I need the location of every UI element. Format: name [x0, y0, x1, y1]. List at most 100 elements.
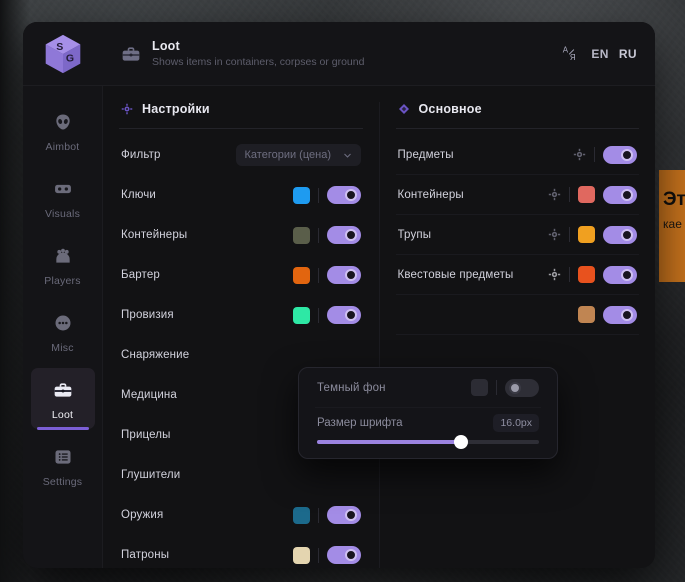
page-title: Loot — [152, 39, 180, 53]
separator — [317, 227, 319, 243]
color-swatch[interactable] — [292, 226, 310, 244]
page-identity: Loot Shows items in containers, corpses … — [121, 39, 562, 68]
slider-fill — [317, 440, 462, 444]
option-toggle[interactable] — [603, 225, 637, 244]
right-panel-header: Основное — [396, 102, 640, 128]
svg-text:Я: Я — [570, 53, 576, 62]
list-item: Бартер — [119, 255, 363, 295]
lang-option-ru[interactable]: RU — [618, 46, 637, 61]
category-toggle[interactable] — [326, 266, 361, 284]
dark-background-toggle[interactable] — [505, 378, 539, 397]
separator — [317, 307, 319, 323]
color-swatch[interactable] — [292, 306, 310, 324]
separator — [569, 187, 570, 202]
category-toggle[interactable] — [326, 306, 361, 324]
gear-icon[interactable] — [548, 268, 561, 281]
gear-icon[interactable] — [548, 228, 561, 241]
briefcase-icon — [54, 383, 71, 397]
app-logo: S G — [23, 31, 103, 77]
category-label: Медицина — [121, 389, 177, 401]
sidebar-item-label: Settings — [42, 476, 83, 488]
language-switcher: A Я EN RU — [562, 44, 637, 63]
option-toggle[interactable] — [603, 185, 637, 204]
slider-track[interactable] — [317, 435, 539, 449]
color-swatch[interactable] — [578, 226, 595, 243]
sidebar-item-visuals[interactable]: Visuals — [31, 167, 95, 228]
option-toggle[interactable] — [603, 145, 637, 164]
category-toggle[interactable] — [326, 506, 361, 524]
list-item: Трупы — [395, 215, 639, 255]
gear-icon[interactable] — [573, 148, 586, 161]
right-panel-divider — [395, 128, 639, 129]
filter-label: Фильтр — [121, 149, 161, 161]
font-size-row: Размер шрифта 16.0px — [315, 408, 541, 432]
sidebar-item-label: Visuals — [44, 208, 81, 220]
list-item — [395, 295, 639, 335]
category-label: Провизия — [121, 309, 174, 321]
sidebar-nav: Aimbot Visuals Players — [23, 86, 103, 568]
cube-logo-sg-icon: S G — [45, 34, 81, 73]
right-panel-title: Основное — [418, 102, 482, 116]
option-toggle[interactable] — [603, 305, 637, 324]
category-label: Бартер — [121, 269, 160, 281]
svg-text:A: A — [563, 46, 569, 55]
category-toggle[interactable] — [326, 546, 361, 564]
color-swatch[interactable] — [578, 186, 595, 203]
color-swatch[interactable] — [292, 506, 310, 524]
sidebar-item-aimbot[interactable]: Aimbot — [31, 100, 95, 161]
option-label: Трупы — [397, 228, 432, 241]
font-size-value[interactable]: 16.0px — [493, 414, 539, 432]
color-swatch[interactable] — [578, 266, 595, 283]
color-swatch[interactable] — [578, 306, 595, 323]
font-size-slider[interactable] — [315, 432, 541, 458]
sidebar-item-misc[interactable]: Misc — [31, 301, 95, 362]
separator — [496, 380, 497, 395]
left-panel-title: Настройки — [142, 102, 210, 116]
slider-thumb[interactable] — [454, 435, 469, 449]
category-toggle[interactable] — [326, 226, 361, 244]
window-header: S G Loot Shows items in containers, corp… — [23, 22, 655, 86]
filter-select[interactable]: Категории (цена) — [235, 144, 361, 166]
dark-background-label: Темный фон — [317, 381, 386, 394]
sidebar-item-label: Aimbot — [45, 141, 80, 153]
separator — [317, 547, 319, 563]
sidebar-item-label: Misc — [51, 342, 74, 354]
gear-icon[interactable] — [548, 188, 561, 201]
list-item: Контейнеры — [119, 215, 363, 255]
list-item: Оружия — [119, 495, 363, 535]
sidebar-item-label: Players — [44, 275, 81, 287]
category-label: Прицелы — [121, 429, 171, 441]
color-swatch[interactable] — [292, 266, 310, 284]
cheat-menu-window: S G Loot Shows items in containers, corp… — [23, 22, 655, 568]
sidebar-item-settings[interactable]: Settings — [31, 435, 95, 496]
separator — [569, 227, 570, 242]
dark-background-row: Темный фон — [315, 368, 541, 408]
option-label: Предметы — [397, 148, 454, 161]
lang-option-en[interactable]: EN — [591, 46, 609, 61]
sidebar-item-players[interactable]: Players — [31, 234, 95, 295]
category-label: Ключи — [121, 189, 156, 201]
goggles-icon — [54, 184, 71, 194]
color-swatch[interactable] — [292, 186, 310, 204]
option-label: Контейнеры — [397, 188, 464, 201]
separator — [317, 507, 319, 523]
promo-banner[interactable]: Эт кае — [659, 170, 685, 282]
sidebar-item-loot[interactable]: Loot — [30, 368, 95, 430]
color-swatch[interactable] — [471, 379, 488, 396]
font-size-label: Размер шрифта — [317, 417, 403, 429]
color-swatch[interactable] — [292, 546, 310, 564]
list-item: Предметы — [395, 135, 639, 175]
sidebar-item-label: Loot — [51, 409, 74, 421]
separator — [317, 187, 319, 203]
window-body: Aimbot Visuals Players — [23, 86, 655, 568]
filter-select-value: Категории (цена) — [244, 149, 331, 161]
list-item: Провизия — [119, 295, 363, 335]
loot-main-panel: Основное Предметы Контейнеры — [380, 102, 656, 568]
category-label: Контейнеры — [121, 229, 188, 241]
page-subtitle: Shows items in containers, corpses or gr… — [152, 56, 365, 68]
category-label: Снаряжение — [121, 349, 190, 361]
left-panel-divider — [119, 128, 363, 129]
option-toggle[interactable] — [603, 265, 637, 284]
alien-head-icon — [55, 114, 70, 130]
category-toggle[interactable] — [326, 186, 361, 204]
